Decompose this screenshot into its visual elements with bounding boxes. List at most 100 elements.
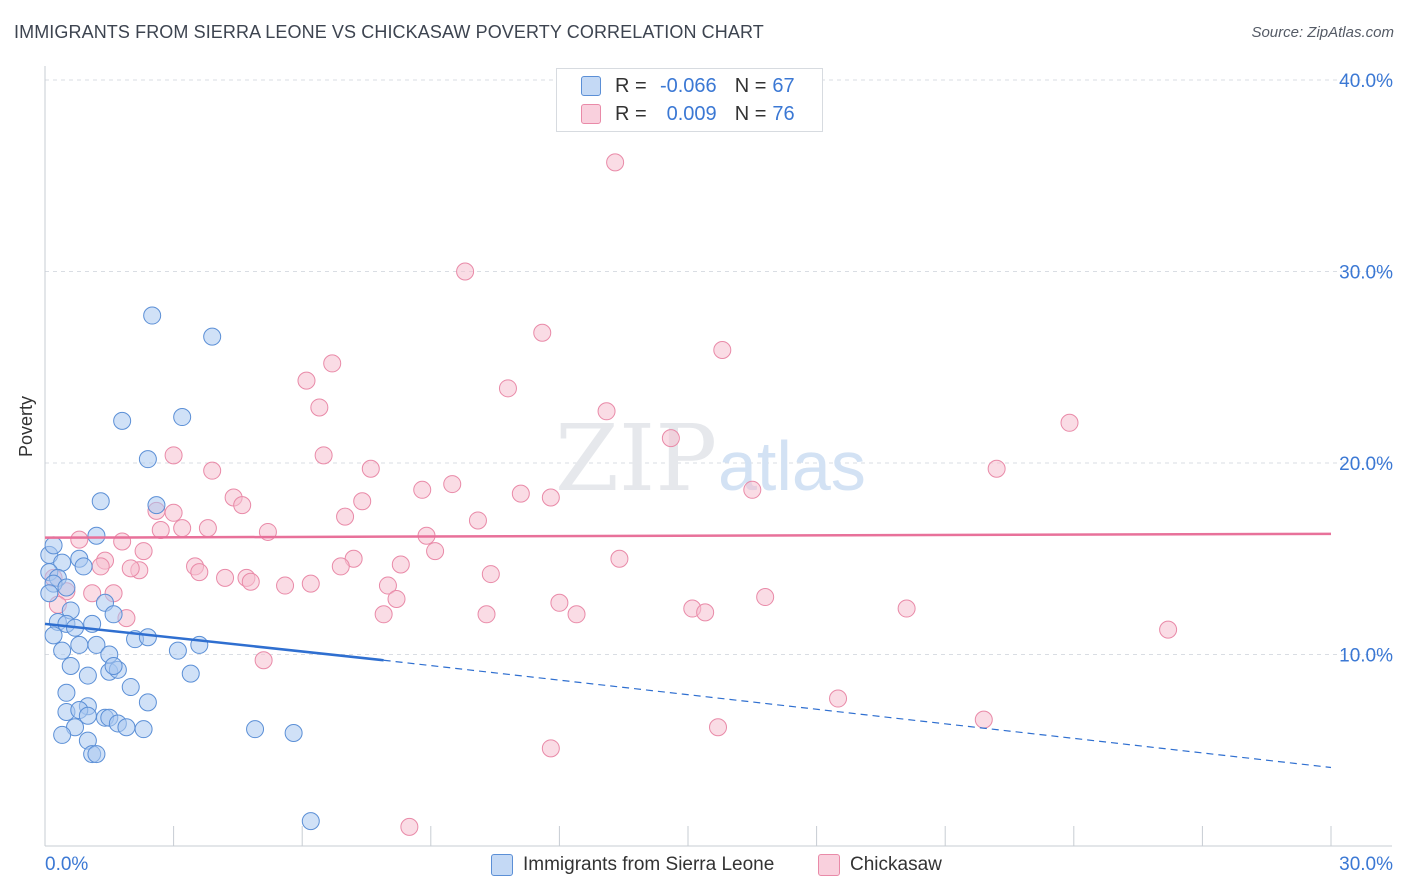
legend-r-value: 0.009: [666, 102, 717, 125]
sierra-leone-point: [284, 724, 303, 743]
chickasaw-point: [661, 429, 680, 448]
chickasaw-point: [361, 459, 380, 478]
chickasaw-point: [233, 496, 252, 515]
chickasaw-point: [550, 593, 569, 612]
chickasaw-point: [276, 576, 295, 595]
sierra-leone-point: [40, 584, 59, 603]
legend-swatch-blue: [491, 854, 513, 876]
chickasaw-point: [353, 492, 372, 511]
source-label: Source: ZipAtlas.com: [1251, 24, 1394, 41]
watermark-zip: ZIP: [555, 405, 717, 512]
sierra-leone-trend-dashed: [383, 659, 1332, 769]
chickasaw-point: [164, 503, 183, 522]
chickasaw-point: [743, 480, 762, 499]
chickasaw-point: [541, 739, 560, 758]
chickasaw-point: [511, 484, 530, 503]
chickasaw-point: [70, 530, 89, 549]
sierra-leone-point: [87, 635, 106, 654]
correlation-legend: R = -0.066 N = 67 R = 0.009 N = 76: [556, 68, 823, 132]
chickasaw-point: [606, 153, 625, 172]
chickasaw-point: [336, 507, 355, 526]
sierra-leone-point: [143, 306, 162, 325]
chickasaw-point: [374, 605, 393, 624]
legend-n-value: 67: [772, 74, 795, 97]
y-tick-label: 20.0%: [1339, 454, 1393, 475]
chickasaw-point: [400, 817, 419, 836]
chickasaw-point: [83, 584, 102, 603]
chickasaw-point: [498, 379, 517, 398]
chickasaw-point: [567, 605, 586, 624]
legend-swatch-blue: [581, 76, 601, 96]
legend-row-chickasaw: R = 0.009 N = 76: [581, 101, 795, 127]
chickasaw-point: [254, 651, 273, 670]
chickasaw-point: [1159, 620, 1178, 639]
y-tick-label: 30.0%: [1339, 263, 1393, 284]
legend-swatch-pink: [818, 854, 840, 876]
chickasaw-point: [121, 559, 140, 578]
chickasaw-point: [987, 459, 1006, 478]
chickasaw-point: [241, 572, 260, 591]
sierra-leone-point: [203, 327, 222, 346]
chickasaw-point: [443, 475, 462, 494]
sierra-leone-point: [121, 678, 140, 697]
chickasaw-point: [709, 718, 728, 737]
bottom-legend-chickasaw: Chickasaw: [818, 852, 942, 878]
chickasaw-point: [481, 565, 500, 584]
sierra-leone-point: [138, 450, 157, 469]
chickasaw-point: [203, 461, 222, 480]
chickasaw-point: [113, 532, 132, 551]
sierra-leone-point: [138, 628, 157, 647]
chickasaw-trend: [44, 532, 1332, 539]
chickasaw-point: [713, 341, 732, 360]
sierra-leone-point: [104, 605, 123, 624]
trend-lines: [44, 532, 1332, 769]
legend-swatch-pink: [581, 104, 601, 124]
chickasaw-point: [468, 511, 487, 530]
sierra-leone-point: [61, 656, 80, 675]
sierra-leone-trend-solid: [44, 622, 384, 662]
chickasaw-point: [597, 402, 616, 421]
sierra-leone-point: [113, 411, 132, 430]
sierra-leone-point: [87, 745, 106, 764]
tick-labels: 10.0% 20.0% 30.0% 40.0% 0.0% 30.0%: [45, 71, 1393, 875]
legend-row-sierra-leone: R = -0.066 N = 67: [581, 73, 795, 99]
watermark: ZIP atlas: [555, 405, 866, 512]
sierra-leone-point: [138, 693, 157, 712]
chickasaw-point: [378, 576, 397, 595]
sierra-leone-point: [74, 557, 93, 576]
sierra-leone-point: [117, 718, 136, 737]
chickasaw-point: [1060, 413, 1079, 432]
chickasaw-point: [413, 480, 432, 499]
sierra-leone-point: [147, 496, 166, 515]
chickasaw-point: [829, 689, 848, 708]
bottom-legend-sierra-leone: Immigrants from Sierra Leone: [491, 852, 774, 878]
sierra-leone-point: [57, 683, 76, 702]
y-axis-label: Poverty: [16, 395, 36, 457]
sierra-leone-point: [168, 641, 187, 660]
chickasaw-point: [323, 354, 342, 373]
grid-lines: [45, 79, 1392, 655]
sierra-leone-point: [301, 812, 320, 831]
legend-series1-label: Immigrants from Sierra Leone: [523, 854, 775, 875]
sierra-leone-point: [78, 666, 97, 685]
legend-r-label: R =: [615, 74, 647, 97]
chickasaw-point: [541, 488, 560, 507]
chickasaw-point: [974, 710, 993, 729]
chickasaw-point: [310, 398, 329, 417]
y-tick-label: 10.0%: [1339, 646, 1393, 667]
legend-series2-label: Chickasaw: [850, 854, 942, 875]
chickasaw-point: [190, 563, 209, 582]
legend-n-label: N =: [734, 102, 767, 125]
sierra-leone-point: [53, 641, 72, 660]
sierra-leone-point: [57, 578, 76, 597]
sierra-leone-point: [173, 408, 192, 427]
chickasaw-point: [533, 323, 552, 342]
sierra-leone-point: [44, 626, 63, 645]
chickasaw-point: [301, 574, 320, 593]
chickasaw-point: [456, 262, 475, 281]
sierra-leone-point: [246, 720, 265, 739]
chickasaw-point: [331, 557, 350, 576]
legend-n-value: 76: [772, 102, 795, 125]
chickasaw-point: [391, 555, 410, 574]
